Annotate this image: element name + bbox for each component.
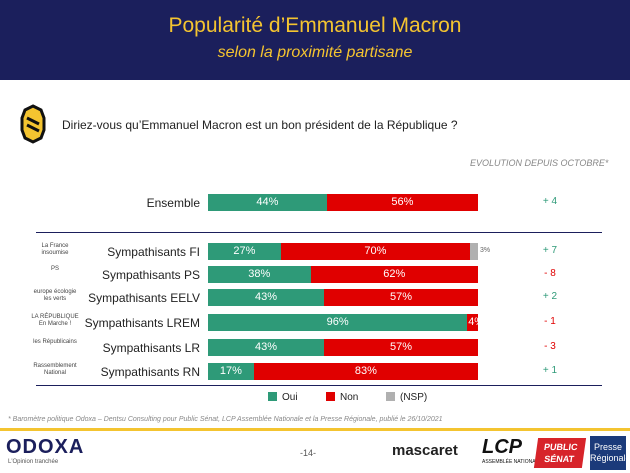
- page-subtitle: selon la proximité partisane: [217, 44, 413, 61]
- evolution-value: + 7: [542, 245, 558, 256]
- evolution-value: - 3: [544, 341, 556, 352]
- bar-oui: 43%: [208, 339, 325, 356]
- category-label: Sympathisants LREM: [84, 316, 200, 330]
- question-text: Diriez-vous qu’Emmanuel Macron est un bo…: [62, 118, 458, 132]
- title-banner: Popularité d’Emmanuel Macron selon la pr…: [0, 0, 630, 80]
- bar-non: 4%: [467, 314, 484, 331]
- bar-oui: 43%: [208, 289, 325, 306]
- question-icon: [20, 104, 46, 144]
- odoxa-tagline: L'Opinion tranchée: [8, 459, 59, 465]
- row-separator: [36, 232, 602, 233]
- page-title: Popularité d’Emmanuel Macron: [168, 14, 462, 37]
- bar-oui: 27%: [208, 243, 281, 260]
- page-number: -14-: [300, 448, 317, 458]
- presse-regionale-logo: Presse Régionale: [590, 436, 630, 470]
- legend-item-nsp: (NSP): [386, 392, 427, 403]
- rn-logo: Rassemblement National: [33, 363, 77, 376]
- evolution-value: + 1: [542, 365, 558, 376]
- evolution-header: EVOLUTION DEPUIS OCTOBRE*: [470, 158, 609, 168]
- data-label-non: 57%: [390, 341, 413, 353]
- bar-non: 83%: [253, 363, 478, 380]
- bar-nsp: [469, 243, 478, 260]
- legend-label-oui: Oui: [282, 392, 298, 403]
- data-label-oui: 44%: [256, 196, 279, 208]
- bar-oui: 96%: [208, 314, 468, 331]
- data-label-non: 83%: [354, 365, 377, 377]
- bar-non: 62%: [310, 266, 478, 283]
- data-label-oui: 38%: [248, 268, 271, 280]
- la-france-insoumise-logo: La France insoumise: [41, 243, 69, 256]
- evolution-value: + 2: [542, 291, 558, 302]
- category-label: Sympathisants FI: [107, 245, 200, 259]
- public-senat-logo: PUBLIC SÉNAT: [533, 438, 587, 468]
- category-label: Sympathisants EELV: [88, 291, 200, 305]
- data-label-oui: 96%: [326, 316, 349, 328]
- bar-non: 56%: [326, 194, 478, 211]
- eelv-logo: europe écologie les verts: [33, 289, 77, 302]
- category-label: Sympathisants PS: [101, 268, 200, 282]
- data-label-non: 62%: [383, 268, 406, 280]
- evolution-value: - 1: [544, 316, 556, 327]
- data-label-nsp: 3%: [480, 247, 491, 254]
- category-label: Sympathisants LR: [102, 341, 200, 355]
- lcp-subtitle: ASSEMBLÉE NATIONALE: [482, 459, 542, 465]
- ps-logo: PS: [50, 266, 59, 272]
- legend-item-non: Non: [326, 392, 358, 403]
- mascaret-logo: mascaret: [392, 442, 458, 459]
- lrem-logo: LA RÉPUBLIQUE En Marche !: [31, 314, 79, 327]
- legend-label-non: Non: [340, 392, 359, 403]
- footnote: * Baromètre politique Odoxa – Dentsu Con…: [8, 416, 443, 423]
- lcp-logo: LCP: [482, 436, 522, 458]
- data-label-oui: 17%: [219, 365, 242, 377]
- bar-oui: 17%: [208, 363, 254, 380]
- data-label-non: 70%: [364, 245, 387, 257]
- bar-oui: 38%: [208, 266, 311, 283]
- bar-oui: 44%: [208, 194, 327, 211]
- row-separator: [36, 385, 602, 386]
- data-label-non: 56%: [391, 196, 414, 208]
- legend-item-oui: Oui: [268, 392, 298, 403]
- footer-divider: [0, 428, 630, 431]
- data-label-non: 4%: [468, 316, 485, 328]
- data-label-oui: 43%: [255, 341, 278, 353]
- evolution-value: - 8: [544, 268, 556, 279]
- odoxa-logo: ODOXA: [6, 436, 85, 458]
- evolution-value: + 4: [542, 196, 558, 207]
- data-label-oui: 27%: [233, 245, 256, 257]
- legend-label-nsp: (NSP): [400, 392, 428, 403]
- bar-non: 70%: [280, 243, 470, 260]
- bar-non: 57%: [324, 339, 478, 356]
- category-label: Sympathisants RN: [100, 365, 200, 379]
- lr-logo: les Républicains: [33, 339, 77, 345]
- data-label-non: 57%: [390, 291, 413, 303]
- category-label: Ensemble: [146, 196, 200, 210]
- bar-non: 57%: [324, 289, 478, 306]
- data-label-oui: 43%: [255, 291, 278, 303]
